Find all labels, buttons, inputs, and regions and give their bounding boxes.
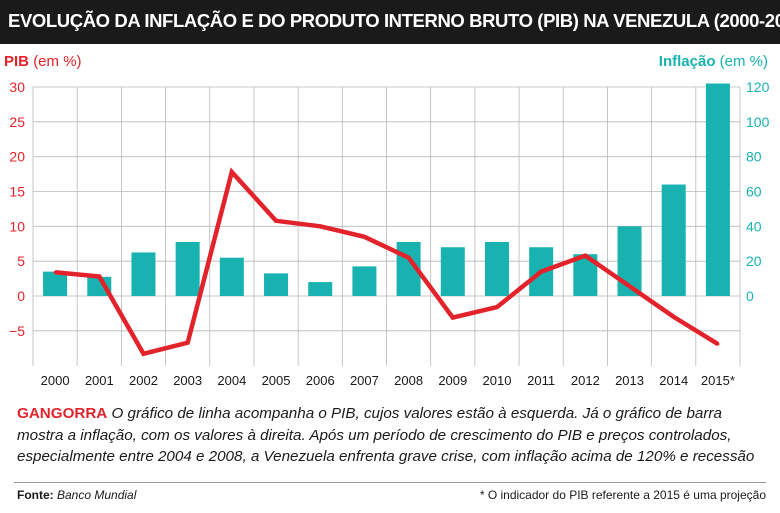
inflation-bar bbox=[484, 242, 509, 296]
x-tick-label: 2007 bbox=[350, 373, 379, 388]
x-tick-label: 2002 bbox=[129, 373, 158, 388]
left-tick-label: 10 bbox=[9, 218, 25, 234]
inflation-bar bbox=[264, 273, 289, 296]
left-axis-title-unit: (em %) bbox=[33, 53, 82, 70]
x-tick-label: 2005 bbox=[262, 373, 291, 388]
chart-title: EVOLUÇÃO DA INFLAÇÃO E DO PRODUTO INTERN… bbox=[8, 10, 780, 31]
gdp-point bbox=[451, 316, 455, 320]
right-tick-label: 80 bbox=[746, 149, 762, 165]
left-tick-label: 15 bbox=[9, 184, 25, 200]
x-tick-label: 2012 bbox=[571, 373, 600, 388]
gdp-point bbox=[539, 270, 543, 274]
gdp-point bbox=[230, 170, 234, 174]
right-axis-title-main: Inflação bbox=[658, 53, 716, 70]
caption: GANGORRA O gráfico de linha acompanha o … bbox=[17, 403, 767, 468]
x-tick-label: 2008 bbox=[394, 373, 423, 388]
left-tick-label: 5 bbox=[17, 253, 25, 269]
gdp-point bbox=[583, 254, 587, 258]
source-value: Banco Mundial bbox=[57, 488, 137, 502]
chart-plot: 30 25 20 15 10 5 0 −5 120 100 80 60 40 20 0 2000 2001 200… bbox=[9, 79, 770, 388]
right-tick-label: 40 bbox=[746, 218, 762, 234]
gdp-point bbox=[495, 305, 499, 309]
x-tick-label: 2011 bbox=[527, 373, 555, 388]
x-tick-label: 2015* bbox=[701, 373, 735, 388]
gdp-point bbox=[186, 341, 190, 345]
x-tick-label: 2006 bbox=[306, 373, 335, 388]
gdp-point bbox=[141, 352, 145, 356]
gdp-point bbox=[672, 315, 676, 319]
left-tick-label: 25 bbox=[9, 114, 25, 130]
left-tick-label: 30 bbox=[9, 79, 25, 95]
source-note: Fonte: Banco Mundial bbox=[17, 488, 136, 502]
right-axis-title: Inflação (em %) bbox=[659, 53, 768, 70]
x-tick-label: 2001 bbox=[85, 373, 114, 388]
gdp-point bbox=[628, 284, 632, 288]
x-tick-label: 2000 bbox=[41, 373, 70, 388]
gdp-point bbox=[97, 274, 101, 278]
x-tick-label: 2003 bbox=[173, 373, 202, 388]
projection-note: * O indicador do PIB referente a 2015 é … bbox=[479, 488, 766, 502]
inflation-bar bbox=[131, 252, 156, 296]
x-tick-label: 2009 bbox=[438, 373, 467, 388]
inflation-bar bbox=[175, 242, 200, 296]
gdp-line bbox=[54, 167, 720, 357]
inflation-bar bbox=[705, 83, 730, 297]
right-tick-label: 0 bbox=[746, 288, 754, 304]
right-tick-label: 20 bbox=[746, 253, 762, 269]
x-tick-label: 2004 bbox=[217, 373, 246, 388]
left-tick-label: 20 bbox=[9, 149, 25, 165]
inflation-bar bbox=[352, 266, 377, 296]
x-tick-label: 2010 bbox=[483, 373, 512, 388]
gdp-point bbox=[716, 342, 720, 346]
left-axis-title: PIB (em %) bbox=[4, 53, 82, 70]
inflation-bar bbox=[219, 257, 244, 296]
x-tick-label: 2014 bbox=[659, 373, 688, 388]
source-label: Fonte: bbox=[17, 488, 54, 502]
footer-divider bbox=[14, 482, 766, 483]
gdp-point bbox=[407, 256, 411, 260]
right-tick-label: 60 bbox=[746, 184, 762, 200]
left-tick-label: −5 bbox=[9, 323, 25, 339]
caption-lead: GANGORRA bbox=[17, 405, 108, 422]
right-axis-title-unit: (em %) bbox=[719, 53, 768, 70]
caption-body: O gráfico de linha acompanha o PIB, cujo… bbox=[17, 405, 755, 465]
inflation-bar bbox=[440, 247, 465, 296]
gdp-point bbox=[274, 219, 278, 223]
gdp-point bbox=[362, 235, 366, 239]
left-axis-title-main: PIB bbox=[4, 53, 30, 70]
title-bar: EVOLUÇÃO DA INFLAÇÃO E DO PRODUTO INTERN… bbox=[0, 0, 780, 44]
left-tick-label: 0 bbox=[17, 288, 25, 304]
gdp-point bbox=[318, 224, 322, 228]
inflation-bar bbox=[308, 282, 333, 296]
inflation-bar bbox=[661, 184, 686, 296]
right-tick-label: 100 bbox=[746, 114, 770, 130]
gdp-point bbox=[53, 270, 57, 274]
inflation-bar bbox=[43, 271, 68, 296]
x-tick-label: 2013 bbox=[615, 373, 644, 388]
right-tick-label: 120 bbox=[746, 79, 770, 95]
